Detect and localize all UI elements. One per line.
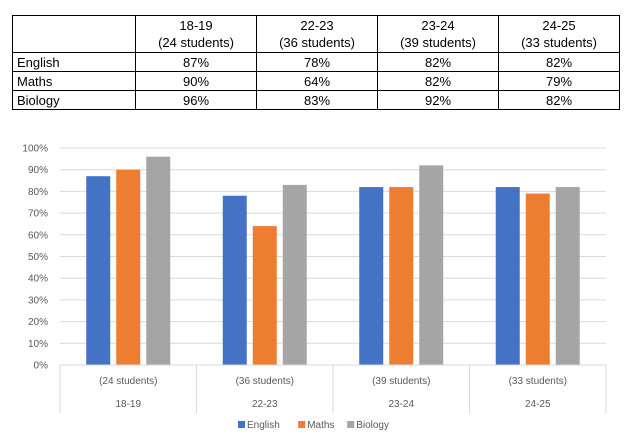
table-cell: 96% [135, 90, 257, 110]
y-tick-label: 80% [28, 187, 48, 198]
table-cell: 87% [135, 52, 257, 72]
y-tick-label: 60% [28, 230, 48, 241]
header-students: (39 students) [400, 35, 476, 50]
category-label: 23-24 [388, 399, 414, 410]
bar-maths [525, 193, 550, 365]
bar-maths [252, 226, 277, 365]
bar-english [359, 187, 384, 365]
y-tick-label: 100% [22, 144, 48, 155]
table-cell: 92% [377, 90, 499, 110]
bar-maths [116, 169, 141, 365]
y-tick-label: 10% [28, 339, 48, 350]
y-tick-label: 90% [28, 165, 48, 176]
table-row: English 87% 78% 82% 82% [12, 52, 620, 72]
y-tick-label: 50% [28, 252, 48, 263]
table-row: Biology 96% 83% 92% 82% [12, 90, 620, 110]
table-header-row: 18-19 (24 students) 22-23 (36 students) 23… [12, 15, 620, 53]
legend-label-maths: Maths [307, 420, 334, 431]
table-row: Maths 90% 64% 82% 79% [12, 71, 620, 91]
y-tick-label: 20% [28, 317, 48, 328]
legend-label-biology: Biology [356, 420, 389, 431]
category-sublabel: (24 students) [99, 376, 157, 387]
header-year: 18-19 [179, 18, 213, 33]
legend-label-english: English [247, 420, 280, 431]
category-label: 22-23 [252, 399, 278, 410]
bar-english [222, 195, 247, 365]
table-cell: 82% [498, 52, 620, 72]
table-cell: 82% [498, 90, 620, 110]
table-cell: 79% [498, 71, 620, 91]
bar-biology [419, 165, 444, 365]
header-students: (36 students) [279, 35, 355, 50]
bar-biology [146, 156, 171, 365]
header-cell: 24-25 (33 students) [498, 15, 620, 53]
category-label: 18-19 [115, 399, 141, 410]
category-label: 24-25 [525, 399, 551, 410]
header-year: 23-24 [421, 18, 455, 33]
table-cell: 64% [256, 71, 378, 91]
header-cell: 22-23 (36 students) [256, 15, 378, 53]
bar-biology [555, 187, 580, 365]
bar-maths [389, 187, 414, 365]
header-students: (24 students) [158, 35, 234, 50]
table-cell: 78% [256, 52, 378, 72]
y-tick-label: 30% [28, 295, 48, 306]
bar-biology [282, 184, 307, 365]
header-students: (33 students) [521, 35, 597, 50]
table-cell: 90% [135, 71, 257, 91]
category-sublabel: (36 students) [236, 376, 294, 387]
results-table: 18-19 (24 students) 22-23 (36 students) 23… [12, 15, 620, 110]
header-year: 24-25 [542, 18, 576, 33]
table-cell: 83% [256, 90, 378, 110]
category-sublabel: (39 students) [372, 376, 430, 387]
y-tick-label: 70% [28, 209, 48, 220]
header-cell: 18-19 (24 students) [135, 15, 257, 53]
table-cell: 82% [377, 52, 499, 72]
row-label: Maths [12, 71, 136, 91]
legend-swatch-biology [347, 421, 355, 428]
header-year: 22-23 [300, 18, 334, 33]
table-cell: 82% [377, 71, 499, 91]
bar-english [86, 176, 111, 365]
corner-cell [12, 15, 136, 53]
legend-swatch-english [238, 421, 245, 428]
header-cell: 23-24 (39 students) [377, 15, 499, 53]
bar-chart: 0% 10% 20% 30% 40% 50% 60% 70% 80% 90% 100% (24 stu… [22, 144, 607, 431]
y-tick-label: 0% [34, 361, 49, 372]
legend-swatch-maths [298, 421, 306, 428]
bar-english [495, 187, 520, 365]
category-sublabel: (33 students) [509, 376, 567, 387]
row-label: English [12, 52, 136, 72]
y-tick-label: 40% [28, 274, 48, 285]
row-label: Biology [12, 90, 136, 110]
